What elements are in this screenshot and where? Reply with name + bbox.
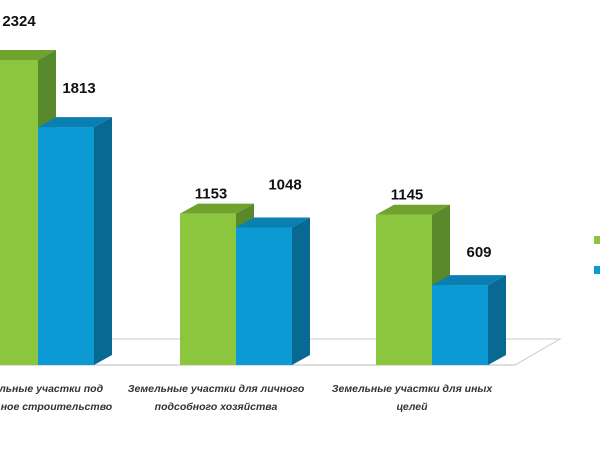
data-label: 1145 [391,187,424,204]
legend-swatch [594,236,600,244]
bar-top [38,117,112,128]
bar-top [432,275,506,286]
bar-front [38,127,94,365]
bar-front [236,227,292,365]
data-label: 609 [466,244,491,261]
bar-top [180,203,254,214]
category-label: Земельные участки для иных [332,383,494,395]
data-label: 2324 [2,13,36,30]
category-label: подсобного хозяйства [155,401,278,413]
category-label: целей [397,401,429,413]
data-label: 1048 [268,176,301,193]
bar-side [94,117,112,365]
category-label: Земельные участки под [0,383,104,395]
bars-group [0,50,506,365]
category-labels: Земельные участки под жилищное строительс… [0,383,493,413]
category-label: Земельные участки для личного [128,383,305,395]
bar-front [180,213,236,365]
category-label: жилищное строительство [0,401,113,413]
bar-top [376,204,450,215]
data-label: 1153 [195,186,228,203]
bar-side [488,275,506,365]
bar-front [0,60,38,365]
bar-front [432,285,488,365]
legend [594,236,600,274]
bar-top [0,50,56,60]
bar-top [236,217,310,228]
bar-front [376,214,432,365]
legend-swatch [594,266,600,274]
value-labels: 2324 1813 1153 1048 1145 609 [2,13,491,261]
data-label: 1813 [62,80,95,97]
bar-side [292,217,310,365]
